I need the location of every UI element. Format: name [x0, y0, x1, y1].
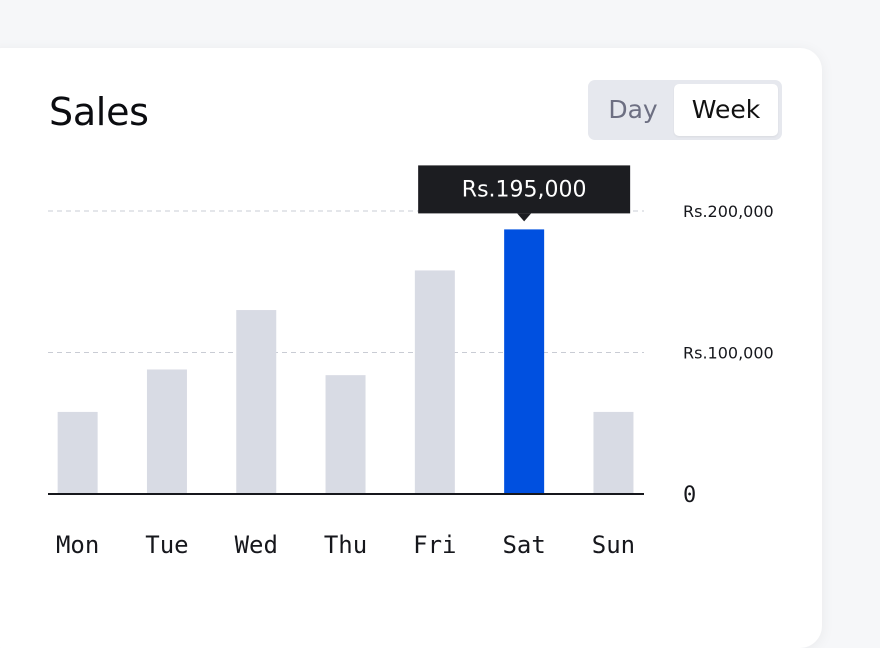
x-tick-label: Sun: [592, 531, 635, 559]
x-tick-label: Thu: [324, 531, 367, 559]
tooltip-arrow: [517, 213, 532, 222]
bar: [593, 411, 634, 494]
sales-card: [0, 48, 822, 648]
x-tick-label: Wed: [235, 531, 278, 559]
x-tick-label: Fri: [413, 531, 456, 559]
x-tick-label: Tue: [145, 531, 188, 559]
card-title: Sales: [49, 90, 149, 134]
toggle-day[interactable]: Day: [608, 95, 658, 124]
period-toggle: Day Week: [588, 80, 782, 140]
tooltip-text: Rs.195,000: [462, 177, 587, 202]
sales-bar-chart: 0 Rs.100,000 Rs.200,000 Mon Tue Wed Thu Fri Sat S…: [48, 165, 774, 559]
bar: [236, 310, 277, 494]
bar: [146, 369, 187, 494]
bar-highlighted: [504, 229, 545, 494]
y-tick-label: 0: [683, 483, 696, 508]
x-tick-label: Sat: [502, 531, 545, 559]
x-tick-label: Mon: [56, 531, 99, 559]
tooltip-box: [418, 165, 631, 214]
y-tick-label: Rs.200,000: [683, 202, 774, 221]
bar: [325, 375, 366, 494]
bar: [414, 270, 455, 494]
y-tick-label: Rs.100,000: [683, 344, 774, 363]
bar: [57, 411, 98, 494]
toggle-week[interactable]: Week: [674, 84, 778, 136]
